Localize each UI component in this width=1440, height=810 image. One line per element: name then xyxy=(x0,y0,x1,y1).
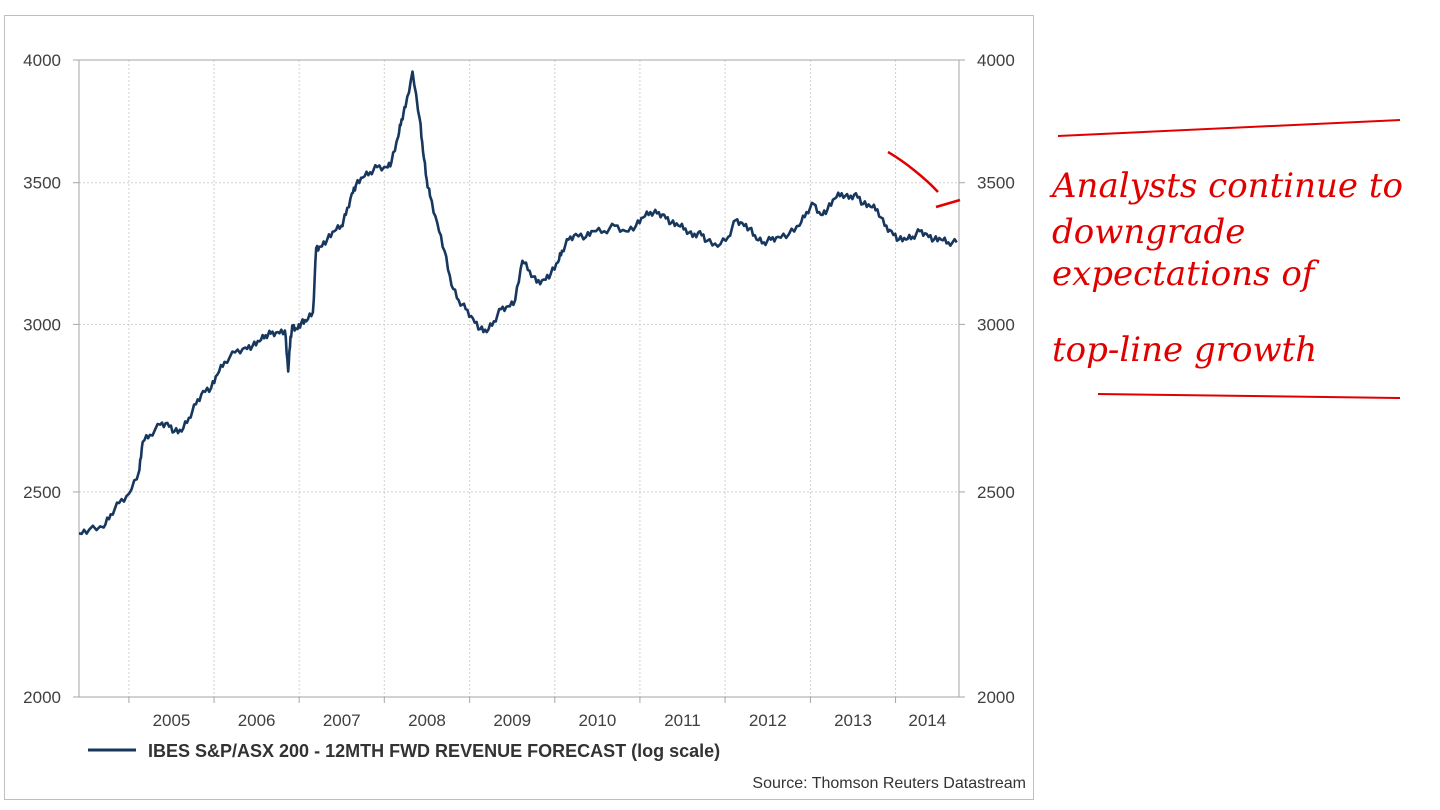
annotation-line-3: expectations of xyxy=(1052,254,1320,294)
plot-area-border xyxy=(78,59,960,698)
y-tick-label-left: 2500 xyxy=(23,483,61,502)
y-tick-label-right: 2500 xyxy=(977,483,1015,502)
grid-lines xyxy=(73,59,965,703)
legend: IBES S&P/ASX 200 - 12MTH FWD REVENUE FOR… xyxy=(88,741,720,761)
y-tick-label-left: 3500 xyxy=(23,174,61,193)
handwritten-annotation: Analysts continue to downgrade expectati… xyxy=(887,119,1403,399)
annotation-line-2: downgrade xyxy=(1052,212,1245,252)
x-tick-label: 2008 xyxy=(408,711,446,730)
y-tick-label-left: 4000 xyxy=(23,51,61,70)
x-tick-label: 2014 xyxy=(908,711,946,730)
x-tick-label: 2006 xyxy=(238,711,276,730)
annotation-top-rule xyxy=(1057,119,1401,137)
annotation-line-4: top-line growth xyxy=(1052,330,1317,370)
x-tick-label: 2011 xyxy=(664,711,701,730)
x-tick-label: 2010 xyxy=(578,711,616,730)
axes xyxy=(78,59,960,698)
y-tick-label-right: 4000 xyxy=(977,51,1015,70)
series-layer xyxy=(78,70,958,536)
series-line xyxy=(78,70,958,536)
annotation-line-1: Analysts continue to xyxy=(1049,166,1403,206)
x-tick-label: 2012 xyxy=(749,711,787,730)
chart-frame xyxy=(4,15,1034,800)
legend-label: IBES S&P/ASX 200 - 12MTH FWD REVENUE FOR… xyxy=(148,741,720,761)
y-tick-label-left: 3000 xyxy=(23,315,61,334)
y-tick-label-left: 2000 xyxy=(23,688,61,707)
y-tick-label-right: 3500 xyxy=(977,174,1015,193)
annotation-arrow-head xyxy=(935,198,961,209)
annotation-arrow-shaft xyxy=(887,150,939,193)
y-tick-label-right: 2000 xyxy=(977,688,1015,707)
tick-labels: 2000 2000 2500 2500 3000 3000 3500 3500 4000 4000… xyxy=(23,51,1015,730)
x-tick-label: 2009 xyxy=(493,711,531,730)
y-tick-label-right: 3000 xyxy=(977,315,1015,334)
x-tick-label: 2007 xyxy=(323,711,361,730)
x-tick-label: 2005 xyxy=(153,711,191,730)
x-tick-label: 2013 xyxy=(834,711,872,730)
annotation-bottom-rule xyxy=(1097,393,1401,399)
source-note: Source: Thomson Reuters Datastream xyxy=(752,775,1026,792)
